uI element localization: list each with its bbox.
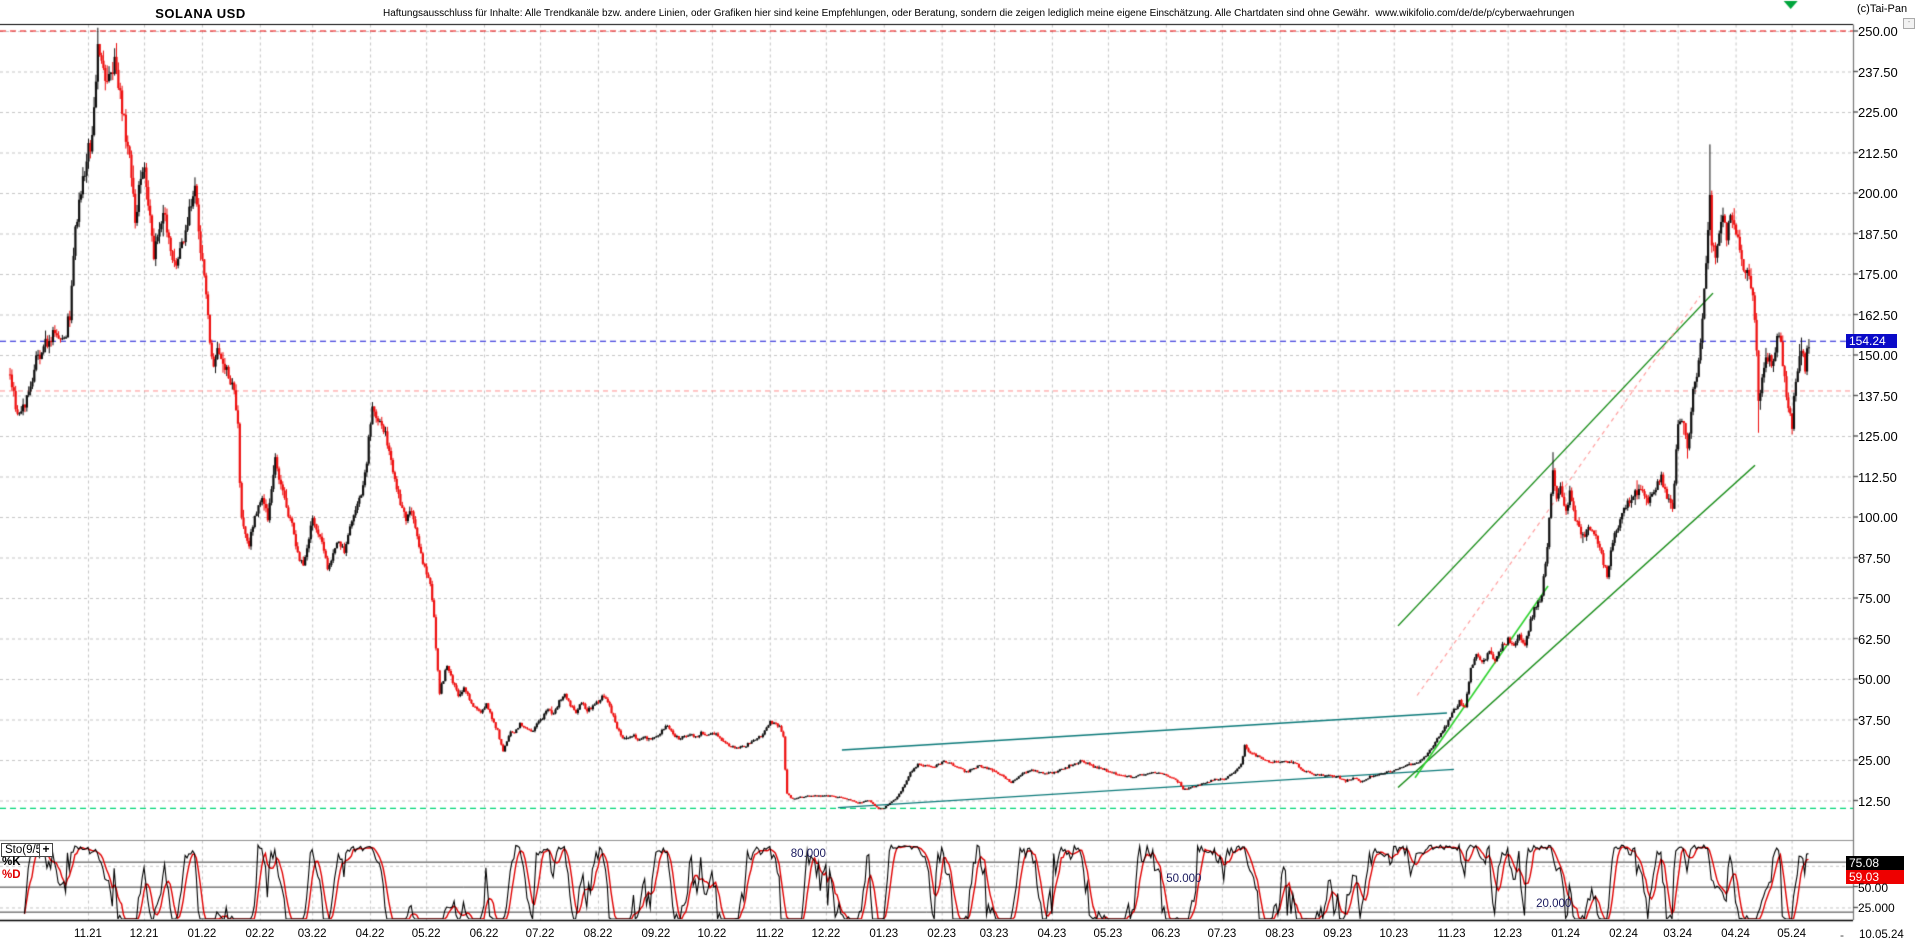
x-axis-month-label: 02.23 bbox=[927, 928, 957, 940]
price-tick-label: 37.50 bbox=[1858, 712, 1891, 728]
price-tick-label: 100.00 bbox=[1858, 510, 1898, 525]
x-axis-month-label: 07.23 bbox=[1207, 928, 1237, 940]
x-axis-month-label: 06.23 bbox=[1151, 928, 1181, 940]
x-axis-month-label: 08.23 bbox=[1265, 928, 1295, 940]
x-axis-month-label: 10.22 bbox=[697, 928, 727, 940]
x-axis-month-label: 02.22 bbox=[245, 928, 275, 940]
copyright-label: (c)Tai-Pan bbox=[1857, 3, 1908, 15]
x-axis-month-label: 03.22 bbox=[297, 928, 327, 940]
x-axis-month-label: 10.23 bbox=[1379, 928, 1409, 940]
percent-k-label: %K bbox=[2, 856, 21, 868]
x-axis-month-label: 09.23 bbox=[1323, 928, 1353, 940]
x-axis-month-label: 11.22 bbox=[755, 928, 784, 940]
x-axis-month-label: 08.22 bbox=[583, 928, 613, 940]
x-axis-month-label: 01.22 bbox=[187, 928, 217, 940]
x-axis-month-label: 12.21 bbox=[129, 928, 159, 940]
x-axis-month-label: 12.23 bbox=[1493, 928, 1523, 940]
x-axis-month-label: 04.24 bbox=[1721, 928, 1750, 940]
stoch-d-badge: 59.03 bbox=[1846, 870, 1904, 884]
x-axis-month-label: 04.22 bbox=[355, 928, 385, 940]
x-axis-month-label: 04.23 bbox=[1037, 928, 1067, 940]
axis-end-tick: - bbox=[1840, 928, 1844, 942]
last-date-label: 10.05.24 bbox=[1859, 929, 1904, 941]
stoch-level-label: 20.000 bbox=[1536, 897, 1572, 910]
stoch-level-label: 80.000 bbox=[790, 847, 826, 860]
x-axis-month-label: 07.22 bbox=[525, 928, 555, 940]
price-tick-label: 225.00 bbox=[1858, 105, 1898, 120]
x-axis-month-label: 11.21 bbox=[74, 928, 102, 940]
price-tick-label: 212.50 bbox=[1858, 145, 1898, 161]
x-axis-month-label: 12.22 bbox=[811, 928, 841, 940]
x-axis-month-label: 05.22 bbox=[411, 928, 441, 940]
price-tick-label: 87.50 bbox=[1858, 550, 1891, 566]
price-tick-label: 25.00 bbox=[1858, 753, 1891, 768]
price-tick-label: 237.50 bbox=[1858, 64, 1898, 80]
stoch-k-badge: 75.08 bbox=[1846, 856, 1904, 870]
x-axis-month-label: 09.22 bbox=[641, 928, 671, 940]
price-tick-label: 125.00 bbox=[1858, 429, 1898, 444]
x-axis-month-label: 11.23 bbox=[1437, 928, 1466, 940]
x-axis-month-label: 05.23 bbox=[1093, 928, 1123, 940]
page-title: SOLANA USD bbox=[155, 6, 246, 21]
price-tick-label: 50.00 bbox=[1858, 672, 1891, 687]
disclaimer-text: Haftungsausschluss für Inhalte: Alle Tre… bbox=[383, 8, 1575, 19]
price-tick-label: 12.50 bbox=[1858, 793, 1891, 809]
x-axis-month-label: 01.24 bbox=[1551, 928, 1580, 940]
price-tick-label: 62.50 bbox=[1858, 631, 1891, 647]
minimize-icon[interactable]: - bbox=[1903, 18, 1915, 29]
price-tick-label: 250.00 bbox=[1858, 24, 1898, 39]
x-axis-month-label: 06.22 bbox=[469, 928, 499, 940]
price-tick-label: 112.50 bbox=[1858, 469, 1897, 485]
x-axis-month-label: 03.23 bbox=[979, 928, 1009, 940]
x-axis-month-label: 02.24 bbox=[1609, 928, 1638, 940]
x-axis-month-label: 01.23 bbox=[869, 928, 899, 940]
price-tick-label: 200.00 bbox=[1858, 186, 1898, 201]
price-tick-label: 175.00 bbox=[1858, 267, 1898, 282]
stoch-right-label: 25.000 bbox=[1858, 901, 1895, 916]
stoch-right-label: 50.00 bbox=[1858, 880, 1889, 895]
x-axis-month-label: 03.24 bbox=[1663, 928, 1693, 940]
price-tick-label: 187.50 bbox=[1858, 226, 1898, 242]
stoch-level-label: 50.000 bbox=[1166, 872, 1202, 885]
price-tick-label: 137.50 bbox=[1858, 388, 1898, 404]
x-axis-month-label: 05.24 bbox=[1777, 928, 1806, 940]
add-indicator-button[interactable]: + bbox=[39, 843, 53, 857]
price-tick-label: 150.00 bbox=[1858, 348, 1898, 363]
current-price-badge: 154.24 bbox=[1846, 334, 1897, 348]
price-tick-label: 75.00 bbox=[1858, 591, 1891, 606]
price-tick-label: 162.50 bbox=[1858, 307, 1898, 323]
percent-d-label: %D bbox=[2, 869, 21, 881]
